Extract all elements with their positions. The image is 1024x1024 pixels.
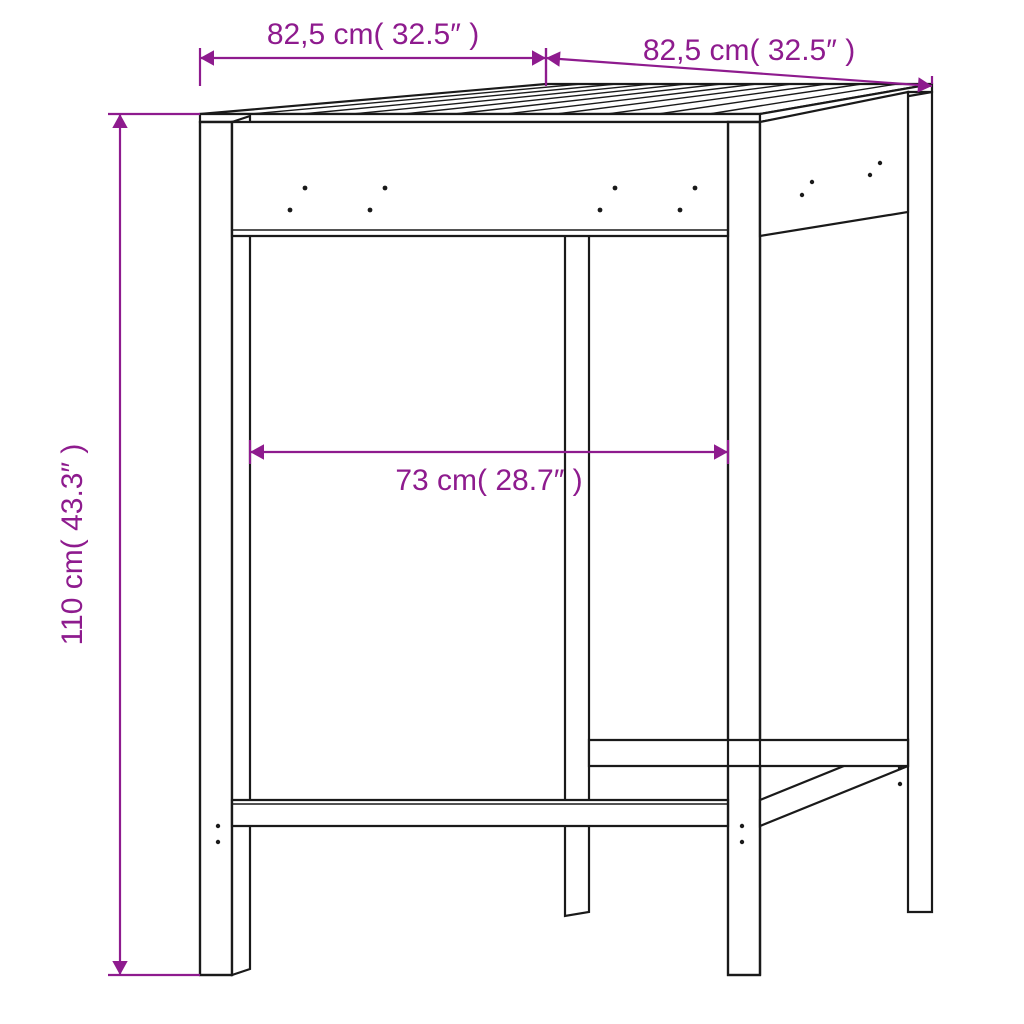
dim-inner: 73 cm( 28.7″ ) bbox=[395, 464, 582, 497]
table-drawing bbox=[200, 84, 932, 975]
dim-width: 82,5 cm( 32.5″ ) bbox=[267, 18, 479, 51]
dimension-diagram: 82,5 cm( 32.5″ ) 82,5 cm( 32.5″ ) 110 cm( … bbox=[0, 0, 1024, 1024]
dim-height: 110 cm( 43.3″ ) bbox=[56, 444, 89, 646]
dim-depth: 82,5 cm( 32.5″ ) bbox=[643, 34, 855, 67]
